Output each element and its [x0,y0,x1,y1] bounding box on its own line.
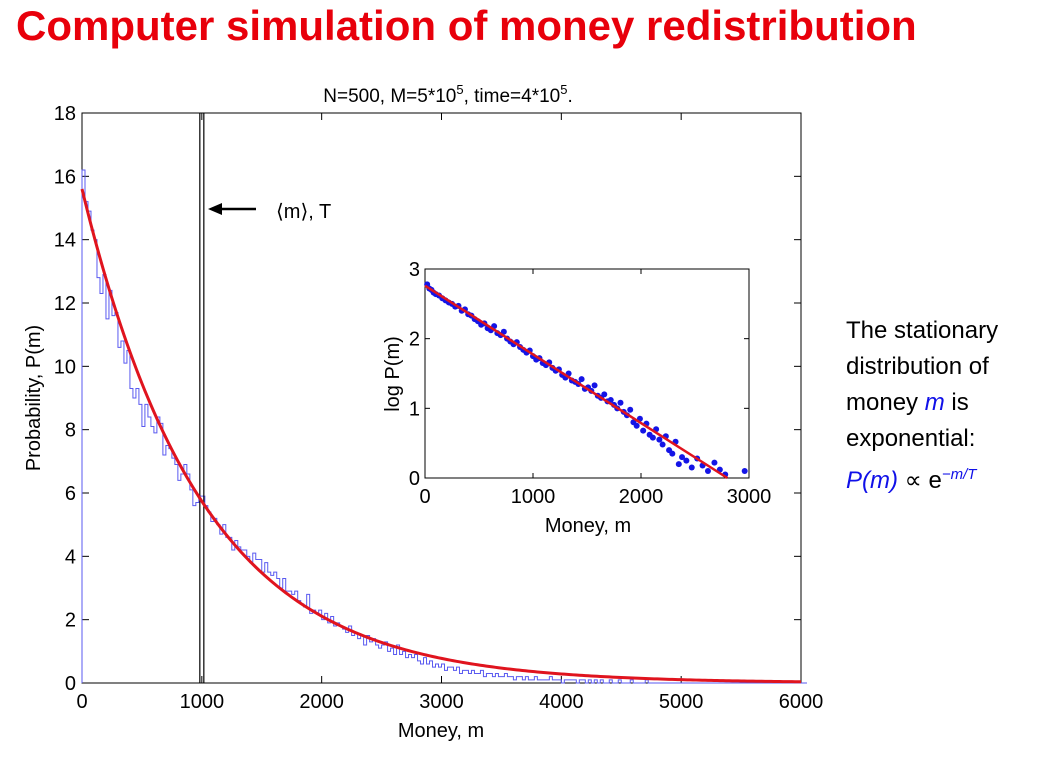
annotation-label: ⟨m⟩, T [276,201,331,223]
inset-data-point [669,450,676,457]
inset-data-point [679,454,686,461]
inset-data-point [711,459,718,466]
y-axis-label: Probability, P(m) [23,325,45,471]
inset-x-axis-label: Money, m [545,515,631,537]
inset-data-point [591,382,598,389]
inset-data-point [688,464,695,471]
inset-plot-frame [424,268,750,479]
inset-y-tick-label: 2 [409,329,420,351]
slide-title: Computer simulation of money redistribut… [16,2,917,49]
histogram [81,169,807,684]
inset-y-axis-label: log P(m) [382,336,404,412]
x-tick-label: 6000 [779,691,824,713]
inset-data-point [656,436,663,443]
note-line-2: distribution of [846,353,989,380]
inset-data-point [578,376,585,383]
x-tick-label: 4000 [539,691,584,713]
inset-x-tick-label: 0 [419,486,430,508]
x-tick-label: 0 [76,691,87,713]
y-tick-label: 12 [54,293,76,315]
inset-y-tick-label: 0 [409,468,420,490]
inset-x-tick-label: 2000 [619,486,664,508]
mean-annotation: ⟨m⟩, T [208,201,331,223]
mean-money-line [199,113,205,683]
inset-data-point [640,427,647,434]
inset-fit-line-segment [424,284,729,480]
formula-proportional: ∝ e [897,467,942,494]
y-tick-label: 16 [54,166,76,188]
x-tick-label: 1000 [180,691,225,713]
y-tick-label: 2 [65,610,76,632]
note-line-1: The stationary [846,317,999,344]
note-variable-m: m [924,389,945,416]
inset-data-point [704,468,711,475]
inset-y-tick-label: 1 [409,398,420,420]
note-formula: P(m) ∝ e−m/T [846,457,1051,499]
note-line-3: money m is [846,385,1051,421]
note-is-word: is [944,389,969,416]
inset-data-point [627,406,634,413]
y-tick-label: 0 [65,673,76,695]
inset-axis-ticks: 0 1000 2000 3000 0 1 2 3 [409,259,771,508]
formula-exponent: −m/T [941,466,977,483]
fit-curve [80,188,802,684]
histogram-step [81,169,807,684]
inset-x-tick-label: 1000 [511,486,556,508]
inset-data-point [500,328,507,335]
y-tick-label: 8 [65,420,76,442]
chart-title: N=500, M=5*105, time=4*105. [323,82,573,107]
x-tick-label: 3000 [419,691,464,713]
note-money-word: money [846,389,925,416]
inset-data-point [617,399,624,406]
x-axis-label: Money, m [398,720,484,742]
inset-fit-line [424,284,729,480]
inset-data-point [649,434,656,441]
inset-data-point [633,422,640,429]
note-line-4: exponential: [846,425,976,452]
y-tick-label: 10 [54,356,76,378]
y-tick-label: 6 [65,483,76,505]
main-chart: N=500, M=5*105, time=4*105. 0 1000 2000 300… [23,82,823,742]
explanation-text: The stationary distribution of money m i… [846,313,1051,499]
inset-data-point [741,468,748,475]
inset-data-point [683,457,690,464]
y-tick-label: 18 [54,103,76,125]
annotation-arrow-head [208,203,222,215]
y-tick-label: 14 [54,230,76,252]
inset-data-point [675,461,682,468]
inset-data-point [659,441,666,448]
inset-data-point [601,391,608,398]
x-tick-label: 5000 [659,691,704,713]
x-tick-label: 2000 [299,691,344,713]
inset-x-tick-label: 3000 [727,486,772,508]
exponential-fit-line [80,188,802,684]
y-tick-label: 4 [65,546,76,568]
formula-lhs: P(m) [846,467,898,494]
inset-y-tick-label: 3 [409,259,420,281]
inset-chart: 0 1000 2000 3000 0 1 2 3 Money, m log P(m) [382,259,771,537]
